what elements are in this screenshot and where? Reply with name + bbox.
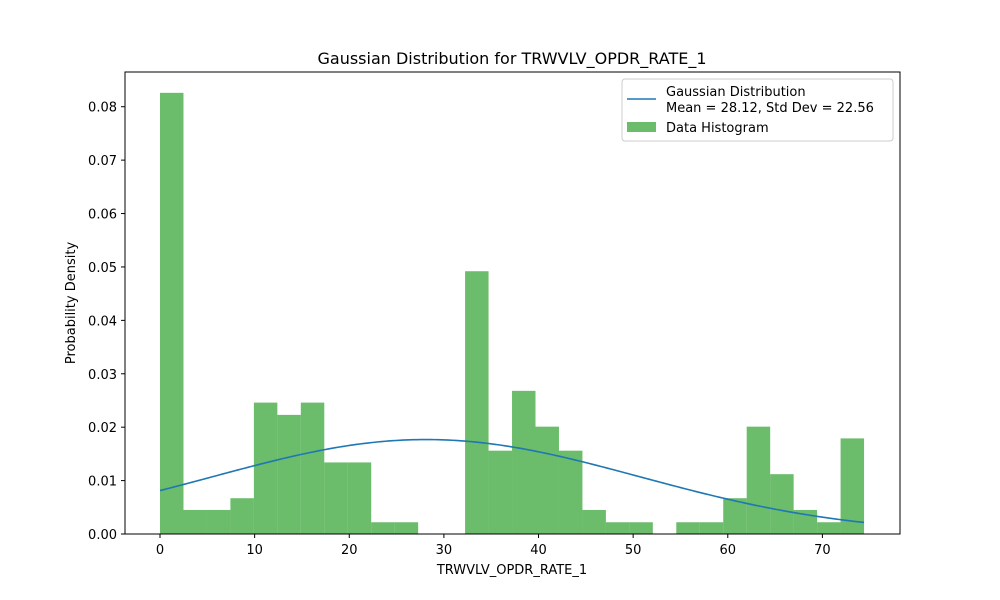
histogram-bar bbox=[770, 474, 794, 534]
histogram-bar bbox=[558, 450, 583, 534]
histogram-bar bbox=[723, 498, 747, 534]
histogram-bar bbox=[817, 522, 841, 534]
histogram-bar bbox=[183, 509, 207, 534]
legend-box bbox=[621, 78, 894, 142]
x-axis-label: TRWVLV_OPDR_RATE_1 bbox=[436, 563, 587, 578]
y-tick-label: 0.00 bbox=[88, 528, 117, 543]
gaussian-curve bbox=[159, 438, 865, 524]
y-tick-label: 0.03 bbox=[88, 368, 117, 383]
histogram-bar bbox=[253, 402, 278, 534]
histogram-bar bbox=[840, 438, 865, 534]
histogram-bar bbox=[629, 522, 653, 534]
x-tick-label: 40 bbox=[530, 543, 547, 558]
y-tick-label: 0.05 bbox=[88, 261, 117, 276]
y-axis-label: Probability Density bbox=[64, 242, 79, 365]
x-tick-label: 10 bbox=[246, 543, 263, 558]
x-tick-label: 0 bbox=[156, 543, 164, 558]
plot-frame bbox=[124, 71, 901, 535]
x-axis-ticks: 0 10 20 30 40 50 60 70 bbox=[156, 534, 831, 558]
histogram-bar bbox=[277, 414, 301, 534]
histogram-bar bbox=[676, 522, 700, 534]
histogram-bar bbox=[371, 522, 395, 534]
histogram-bar bbox=[465, 271, 489, 534]
y-tick-label: 0.01 bbox=[88, 475, 117, 490]
histogram-bar bbox=[582, 509, 606, 534]
x-tick-label: 60 bbox=[720, 543, 737, 558]
legend-hist-label: Data Histogram bbox=[666, 121, 769, 136]
legend-line-label-2: Mean = 28.12, Std Dev = 22.56 bbox=[666, 101, 874, 116]
chart-title: Gaussian Distribution for TRWVLV_OPDR_RA… bbox=[317, 49, 706, 69]
histogram-bars bbox=[160, 92, 865, 535]
x-tick-label: 30 bbox=[436, 543, 453, 558]
y-axis-ticks: 0.00 0.01 0.02 0.03 0.04 0.05 0.06 0.07 0.08 bbox=[88, 101, 125, 543]
x-tick-label: 20 bbox=[341, 543, 358, 558]
histogram-bar bbox=[605, 522, 630, 534]
y-tick-label: 0.04 bbox=[88, 314, 117, 329]
legend-line-label-1: Gaussian Distribution bbox=[666, 85, 806, 100]
histogram-bar bbox=[206, 509, 231, 534]
histogram-bar bbox=[324, 462, 348, 534]
x-tick-label: 50 bbox=[625, 543, 642, 558]
y-tick-label: 0.06 bbox=[88, 208, 117, 223]
histogram-bar bbox=[230, 498, 254, 534]
histogram-bar bbox=[394, 522, 419, 534]
histogram-bar bbox=[300, 402, 325, 534]
legend: Gaussian Distribution Mean = 28.12, Std … bbox=[621, 78, 894, 142]
histogram-bar bbox=[535, 426, 559, 534]
y-tick-label: 0.08 bbox=[88, 101, 117, 116]
legend-hist-swatch bbox=[627, 122, 656, 132]
histogram-bar bbox=[699, 522, 724, 534]
histogram-bar bbox=[160, 92, 184, 535]
histogram-bar bbox=[746, 426, 771, 534]
histogram-bar bbox=[512, 390, 536, 534]
y-tick-label: 0.07 bbox=[88, 154, 117, 169]
x-tick-label: 70 bbox=[814, 543, 831, 558]
histogram-bar bbox=[488, 450, 513, 534]
y-tick-label: 0.02 bbox=[88, 421, 117, 436]
histogram-bar bbox=[347, 462, 372, 534]
